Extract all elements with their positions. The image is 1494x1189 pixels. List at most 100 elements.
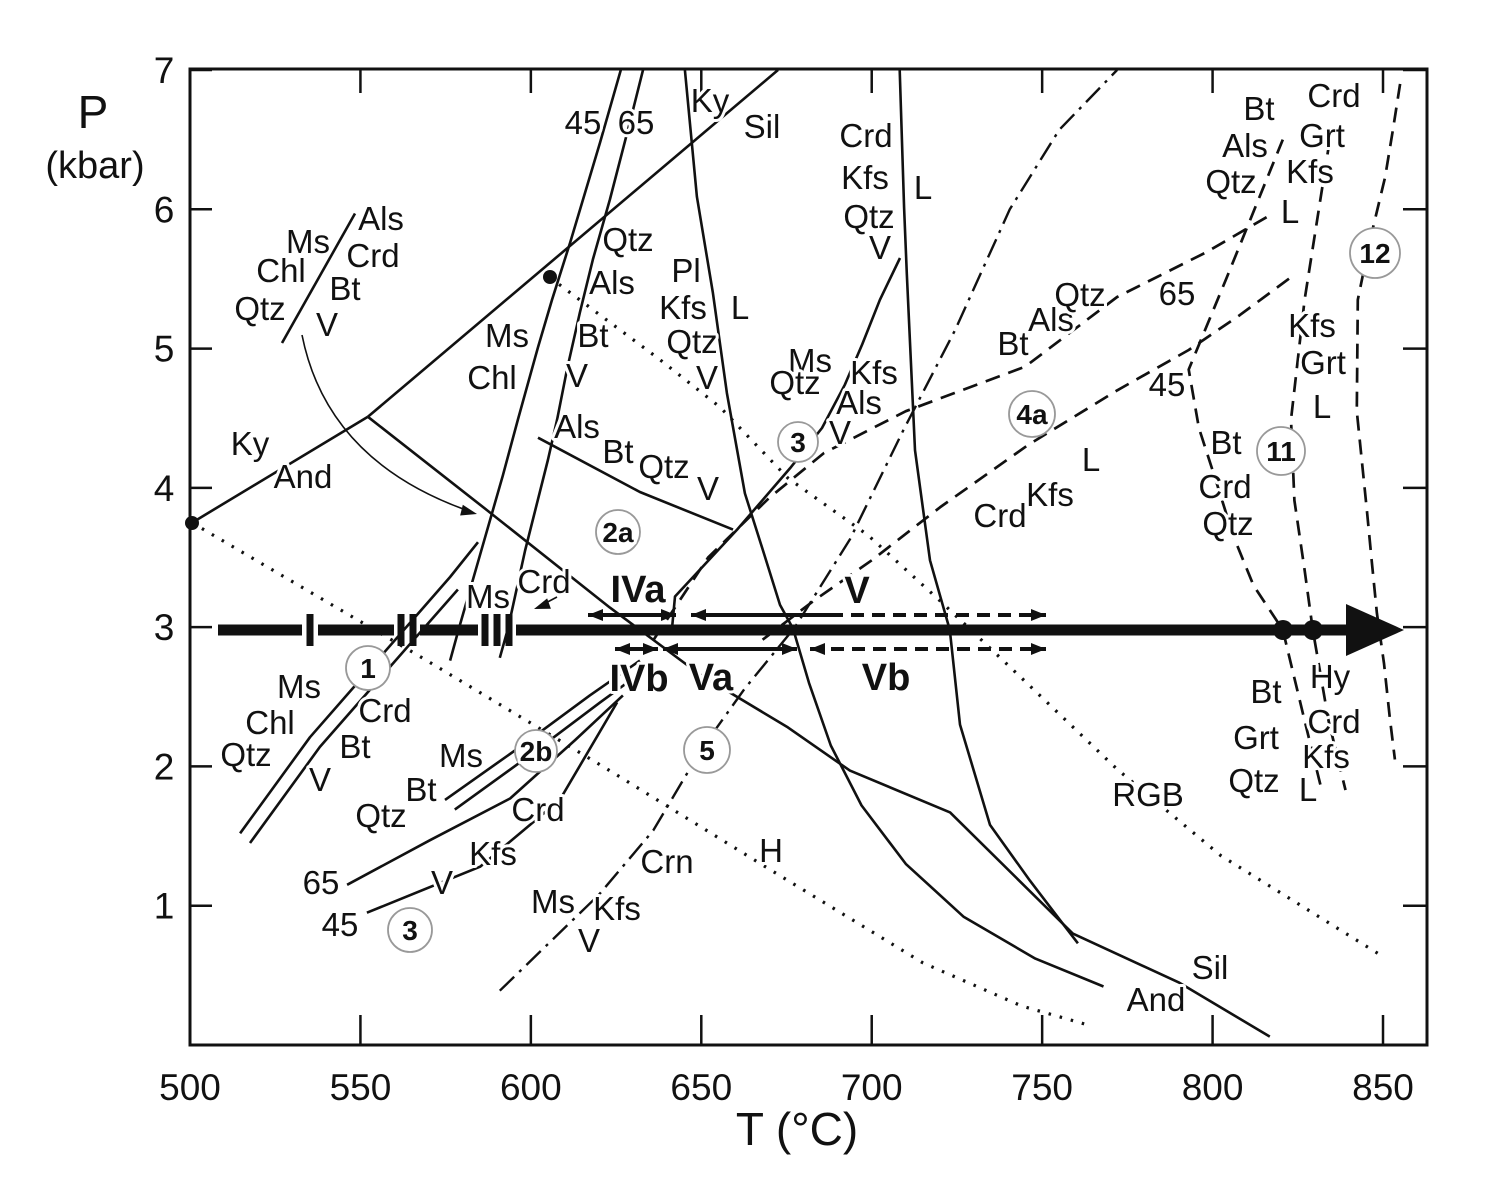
- label-qtz-15: Qtz: [602, 221, 653, 258]
- label-bt-68: Bt: [405, 771, 436, 808]
- label-kfs-77: Kfs: [593, 890, 641, 927]
- Va-range-right-head: [782, 643, 797, 655]
- label-als-36: Als: [554, 408, 600, 445]
- label-bt-40: Bt: [997, 325, 1028, 362]
- y-tick-label-2: 2: [154, 746, 175, 787]
- curve-r2_label_segment: [280, 212, 357, 344]
- label-qtz-30: Qtz: [769, 364, 820, 401]
- label-qtz-88: Qtz: [1228, 762, 1279, 799]
- label-v-6: V: [316, 306, 338, 343]
- reaction-number-1-0: 1: [360, 653, 376, 684]
- label-ivb-92: IVb: [609, 658, 668, 700]
- curve-r2b_b: [444, 659, 641, 801]
- label-va-93: Va: [689, 657, 734, 699]
- label-l-89: L: [1299, 771, 1317, 808]
- reaction-circle-2b-2: [514, 729, 558, 773]
- label-2-pointer: [301, 334, 467, 511]
- reaction-circle-2a-1: [595, 509, 641, 555]
- curve-r4a_45: [761, 273, 1296, 641]
- label-ky-11: Ky: [231, 425, 270, 462]
- label-als-50: Als: [1222, 127, 1268, 164]
- label-grt-85: Grt: [1233, 719, 1279, 756]
- label-v-18: V: [566, 357, 588, 394]
- label-kfs-20: Kfs: [659, 289, 707, 326]
- reaction-number-2a-1: 2a: [602, 517, 634, 548]
- label-bt-48: Bt: [1243, 90, 1274, 127]
- IVa-range-left-head: [588, 609, 603, 621]
- label-sil-81: Sil: [1192, 949, 1229, 986]
- reaction-circle-3-4: [777, 421, 819, 463]
- y-tick-label-6: 6: [154, 189, 175, 230]
- curve-r11_left: [1187, 139, 1324, 791]
- label-qtz-42: Qtz: [1054, 276, 1105, 313]
- label-2-pointer-head: [460, 504, 477, 516]
- plot-border: [188, 67, 1429, 1047]
- label-rgb-80: RGB: [1112, 776, 1184, 813]
- label-ms-34: Ms: [466, 578, 510, 615]
- label-45-44: 45: [1149, 366, 1186, 403]
- label-chl-14: Chl: [467, 359, 517, 396]
- label-crd-59: Crd: [1198, 468, 1251, 505]
- y-tick-label-7: 7: [154, 50, 175, 91]
- x-tick-label-800: 800: [1182, 1067, 1244, 1108]
- curve-r12: [1355, 83, 1402, 760]
- label-45-74: 45: [322, 906, 359, 943]
- label-v-78: V: [578, 922, 600, 959]
- label-45-7: 45: [565, 104, 602, 141]
- label-qtz-60: Qtz: [1202, 505, 1253, 542]
- label-l-23: L: [731, 289, 749, 326]
- label-ky-9: Ky: [691, 82, 730, 119]
- label-kfs-31: Kfs: [850, 354, 898, 391]
- IVa-range-right-head: [661, 609, 676, 621]
- reaction-circle-5-6: [683, 726, 731, 774]
- label-ms-0: Ms: [286, 223, 330, 260]
- label-bt-58: Bt: [1210, 424, 1241, 461]
- label-l-28: L: [914, 169, 932, 206]
- label-v-22: V: [696, 359, 718, 396]
- reaction-circle-12-8: [1349, 227, 1401, 279]
- y-axis-title-units: (kbar): [45, 145, 144, 187]
- y-axis-title: P: [78, 86, 109, 138]
- label-sil-10: Sil: [744, 108, 781, 145]
- label-crd-70: Crd: [511, 791, 564, 828]
- reaction-number-11-7: 11: [1266, 436, 1296, 467]
- reaction-number-3-4: 3: [790, 427, 806, 458]
- label-als-41: Als: [1028, 301, 1074, 338]
- label-65-73: 65: [303, 864, 340, 901]
- reaction-circle-3-3: [387, 907, 433, 953]
- curve-r2a: [537, 436, 734, 531]
- label-bt-37: Bt: [602, 433, 633, 470]
- label-crn-76: Crn: [640, 843, 693, 880]
- label-bt-83: Bt: [1250, 673, 1281, 710]
- curve-ky_and: [191, 415, 369, 524]
- label-ms-75: Ms: [531, 883, 575, 920]
- curve-r2b_a: [454, 666, 649, 811]
- reaction-number-2b-2: 2b: [520, 736, 553, 767]
- Vb-range-left-head: [810, 643, 825, 655]
- label-qtz-63: Qtz: [220, 736, 271, 773]
- label-bt-5: Bt: [329, 270, 360, 307]
- curve-and_sil: [367, 415, 1271, 1038]
- heating-path-arrowhead: [1346, 604, 1404, 656]
- label-pl-19: Pl: [671, 252, 700, 289]
- label-65-43: 65: [1159, 275, 1196, 312]
- label-hy-84: Hy: [1310, 658, 1351, 695]
- label-ms-67: Ms: [439, 737, 483, 774]
- curve-r1_b: [248, 588, 459, 844]
- label-chl-62: Chl: [245, 704, 295, 741]
- label-kfs-87: Kfs: [1302, 738, 1350, 775]
- label-qtz-21: Qtz: [666, 323, 717, 360]
- label-v-39: V: [697, 470, 719, 507]
- label-ms-13: Ms: [485, 317, 529, 354]
- Va-range-left-head: [663, 643, 678, 655]
- label-h-79: H: [759, 832, 783, 869]
- reaction-number-5-6: 5: [699, 735, 715, 766]
- path-dot-1: [1303, 620, 1323, 640]
- V-range-dashed-right-head: [1031, 609, 1046, 621]
- label-v-66: V: [309, 761, 331, 798]
- V-range-solid-left-head: [691, 609, 706, 621]
- label-grt-56: Grt: [1300, 344, 1346, 381]
